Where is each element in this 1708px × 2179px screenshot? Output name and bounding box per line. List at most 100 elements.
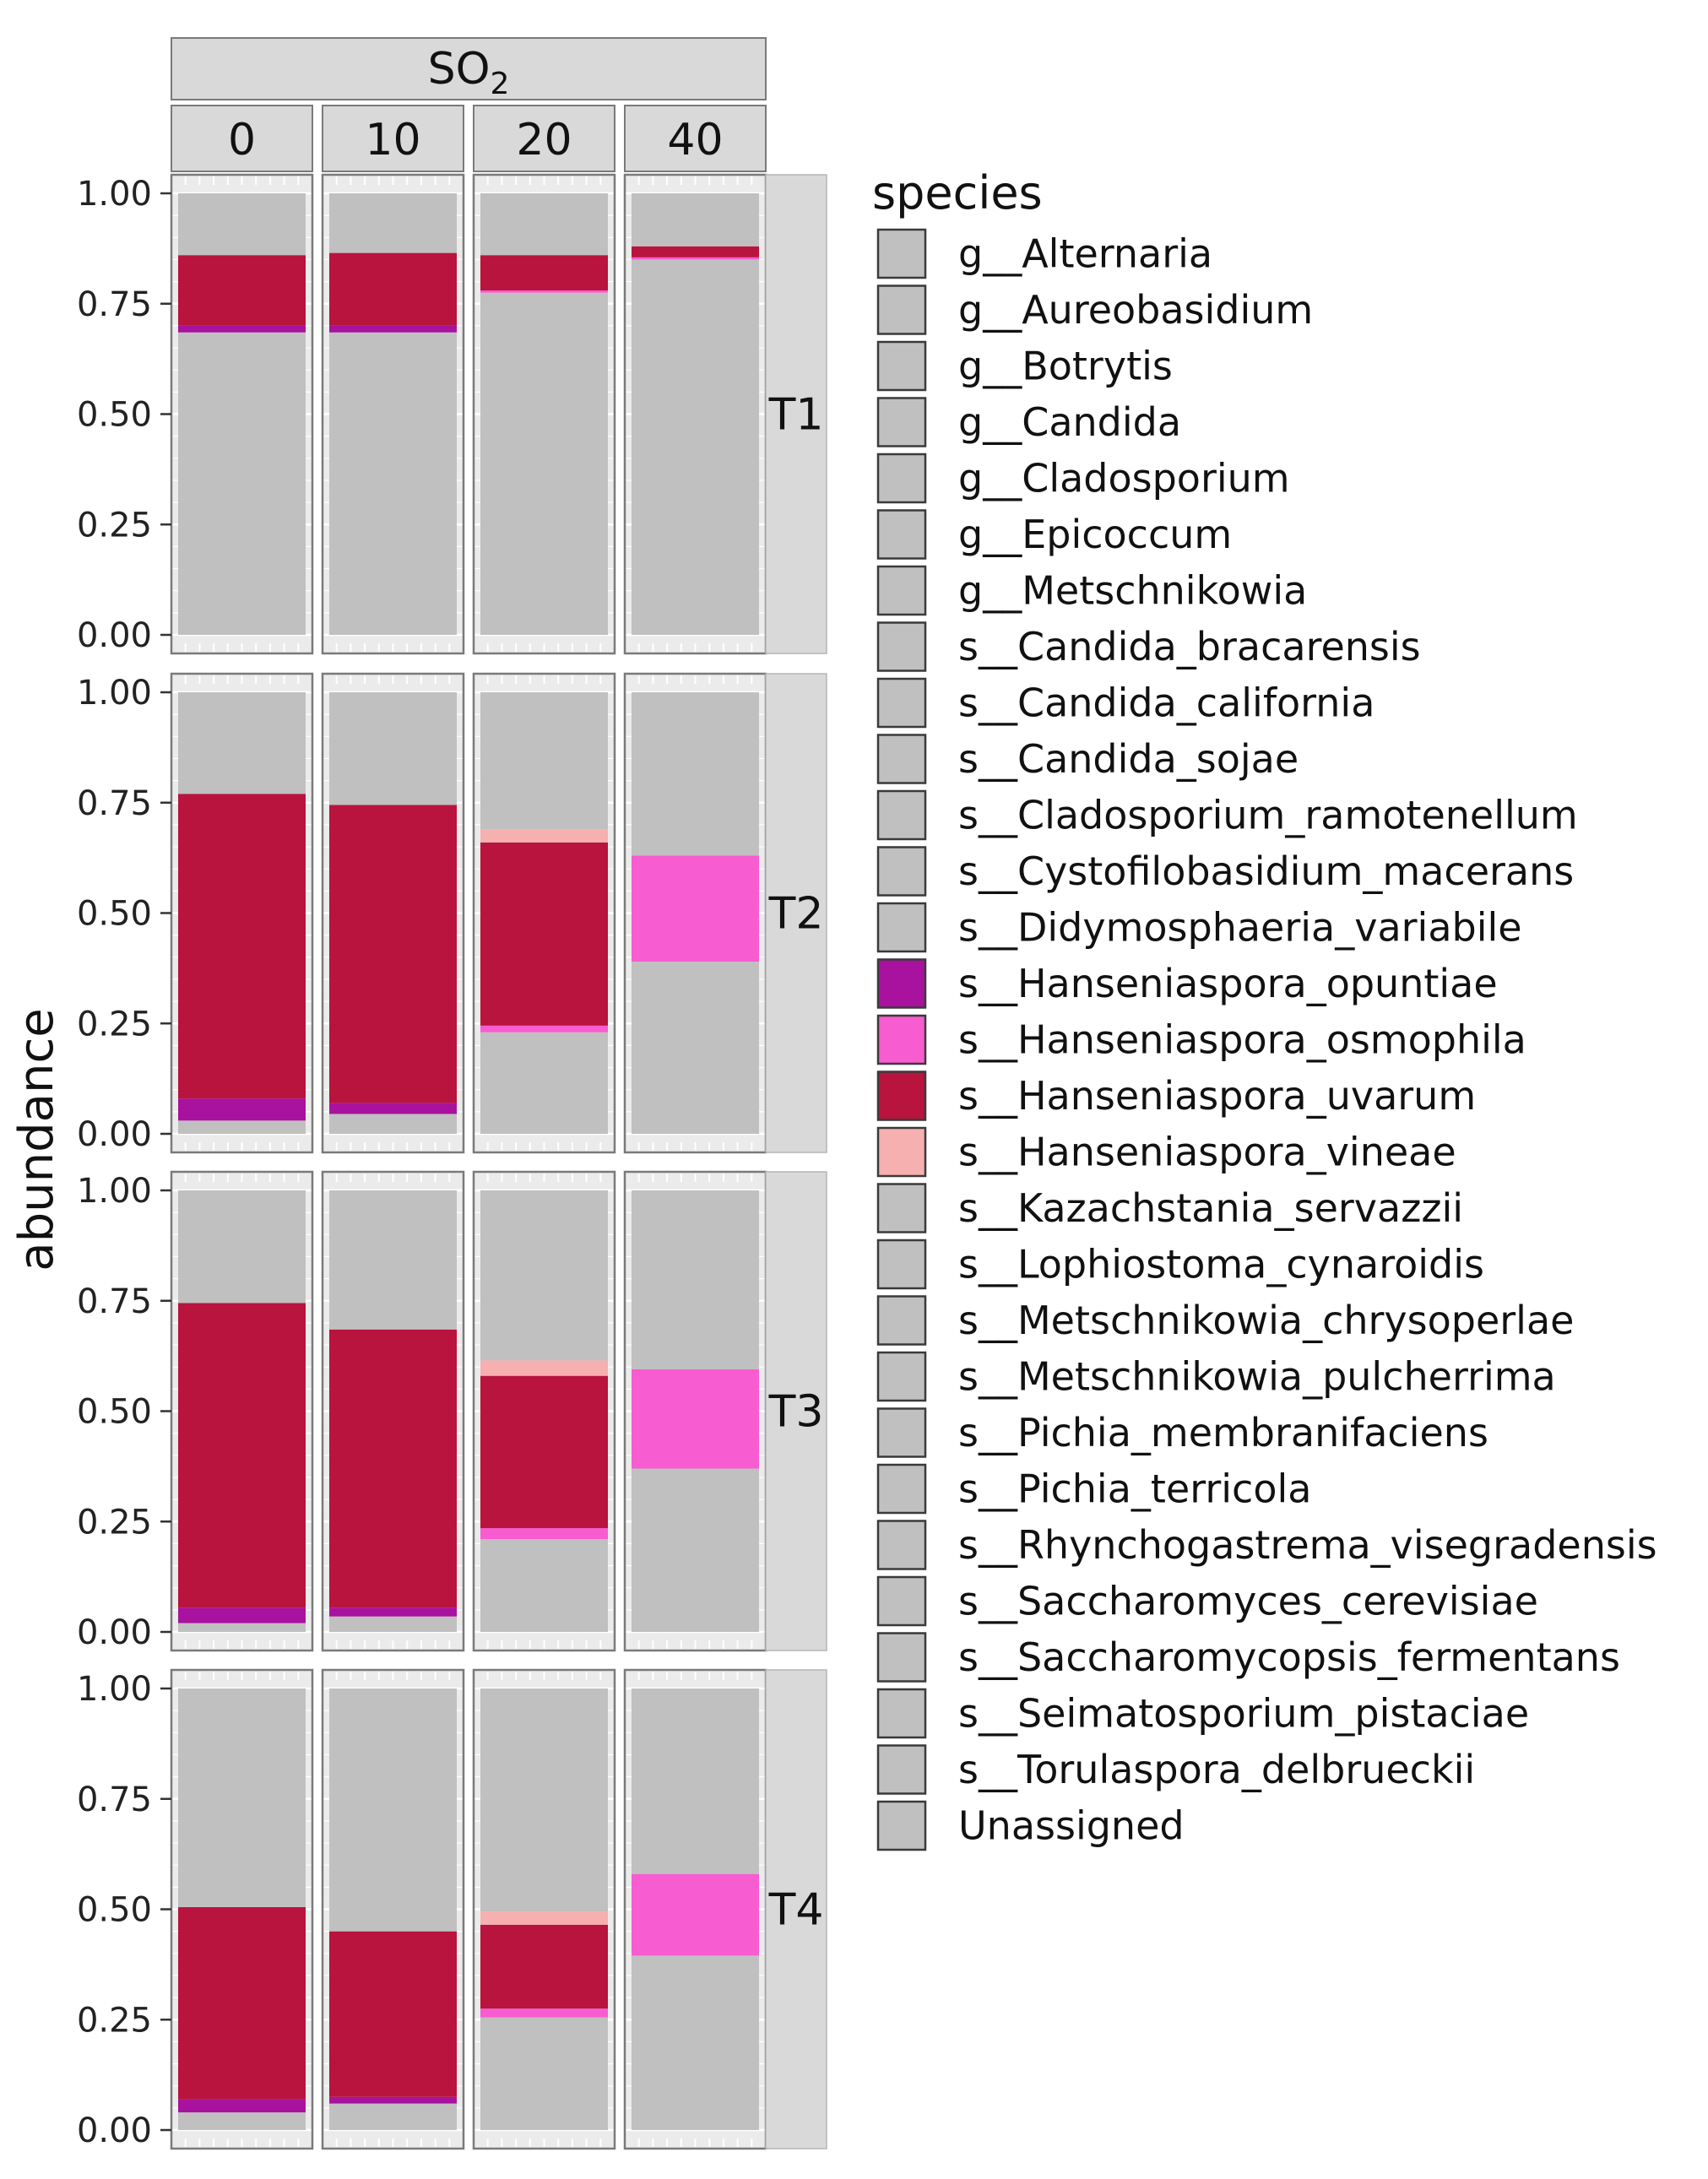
legend-key: [876, 1239, 927, 1290]
y-tick-label: 0.50: [77, 895, 152, 934]
legend-key: [876, 1688, 927, 1739]
legend-label: s__Metschnikowia_pulcherrima: [958, 1354, 1556, 1400]
legend-key: [876, 789, 927, 841]
bar-segment: [480, 1032, 608, 1134]
bar-segment: [632, 855, 759, 962]
bar-segment: [178, 1190, 306, 1304]
row-strip-label: T2: [768, 889, 824, 940]
panel: [170, 672, 314, 1154]
bar-segment: [480, 1025, 608, 1033]
legend-item: s__Kazachstania_servazzii: [876, 1183, 1463, 1233]
panel: [170, 1170, 314, 1652]
legend-key: [876, 1520, 927, 1570]
legend-key: [876, 846, 927, 897]
legend-title: species: [872, 166, 1043, 220]
y-tick-label: 0.50: [77, 396, 152, 435]
panel: [472, 672, 616, 1154]
bar-segment: [329, 1190, 457, 1330]
y-tick-label: 1.00: [77, 674, 152, 713]
bar-segment: [632, 259, 759, 635]
legend-key: [876, 453, 927, 504]
row-strip-label: T1: [768, 390, 824, 441]
legend-key: [876, 397, 927, 447]
row-strip-label: T3: [768, 1387, 824, 1438]
legend-key: [876, 902, 927, 953]
legend-key: [876, 958, 927, 1009]
y-tick-label: 0.75: [77, 784, 152, 823]
legend-item: s__Metschnikowia_pulcherrima: [876, 1351, 1556, 1402]
bar-segment: [480, 842, 608, 1026]
bar-segment: [329, 332, 457, 635]
bar-segment: [329, 2103, 457, 2130]
legend-item: g__Metschnikowia: [876, 565, 1307, 616]
legend-item: s__Lophiostoma_cynaroidis: [876, 1239, 1484, 1290]
legend-item: s__Pichia_terricola: [876, 1463, 1311, 1515]
column-strip-label: 0: [228, 115, 256, 165]
column-strip-label: 20: [516, 115, 572, 165]
bar-segment: [329, 1616, 457, 1632]
bar-segment: [329, 2096, 457, 2104]
bar-segment: [178, 332, 306, 635]
bar-segment: [178, 255, 306, 326]
legend-label: g__Aureobasidium: [958, 287, 1313, 333]
bar-segment: [329, 1931, 457, 2097]
panel-border: [321, 1170, 465, 1652]
legend-key: [876, 509, 927, 560]
legend-item: s__Candida_sojae: [876, 734, 1299, 784]
legend-item: s__Hanseniaspora_vineae: [876, 1126, 1456, 1178]
legend-item: g__Epicoccum: [876, 509, 1232, 560]
bar-segment: [480, 1528, 608, 1540]
bar-segment: [632, 1190, 759, 1369]
legend-key: [876, 565, 927, 616]
bar-segment: [632, 1955, 759, 2130]
row-strip-label: T4: [768, 1885, 824, 1936]
y-axes: 0.00 0.25 0.50 0.75 1.00 0.00 0.25 0.50 0.75 1.00…: [77, 175, 171, 2150]
bar-segment: [178, 193, 306, 256]
bar-segment: [632, 692, 759, 856]
panel-border: [472, 173, 616, 655]
legend-label: s__Didymosphaeria_variabile: [958, 905, 1522, 951]
legend-item: Unassigned: [876, 1800, 1185, 1851]
y-tick-label: 0.25: [77, 1005, 152, 1043]
column-strip: [473, 105, 615, 172]
panel-border: [472, 1668, 616, 2150]
legend-label: s__Candida_bracarensis: [958, 624, 1421, 669]
panel: [472, 1170, 616, 1652]
panel: [472, 173, 616, 655]
bar-segment: [480, 1911, 608, 1925]
y-tick-label: 1.00: [77, 1670, 152, 1709]
panel: [623, 1170, 767, 1652]
bar-segment: [632, 1468, 759, 1632]
legend-label: g__Botrytis: [958, 344, 1173, 389]
bar-segment: [178, 1623, 306, 1632]
legend-item: s__Saccharomycopsis_fermentans: [876, 1632, 1620, 1683]
bar-segment: [632, 1688, 759, 1874]
y-tick-label: 0.75: [77, 285, 152, 324]
bar-segment: [632, 246, 759, 257]
bar-segment: [480, 255, 608, 291]
legend-label: s__Rhynchogastrema_visegradensis: [958, 1522, 1657, 1568]
panel-border: [321, 672, 465, 1154]
legend-label: s__Kazachstania_servazzii: [958, 1185, 1463, 1231]
legend-label: s__Candida_california: [958, 680, 1375, 726]
bar-segment: [178, 2112, 306, 2130]
bar-segment: [178, 692, 306, 794]
y-tick-label: 1.00: [77, 1172, 152, 1211]
bar-segment: [178, 1688, 306, 1907]
legend-key: [876, 340, 927, 392]
legend-label: s__Lophiostoma_cynaroidis: [958, 1242, 1484, 1287]
legend-key: [876, 1183, 927, 1233]
bar-segment: [480, 1190, 608, 1361]
panel: [321, 173, 465, 655]
bar-segment: [178, 2099, 306, 2113]
panel: [623, 173, 767, 655]
bar-segment: [480, 290, 608, 293]
column-group-strip: [171, 37, 767, 100]
legend-label: g__Candida: [958, 399, 1181, 445]
bar-segment: [329, 805, 457, 1103]
legend-key: [876, 1014, 927, 1065]
bar-segment: [480, 1375, 608, 1529]
y-tick-label: 0.00: [77, 1613, 152, 1652]
bar-segment: [329, 1688, 457, 1932]
